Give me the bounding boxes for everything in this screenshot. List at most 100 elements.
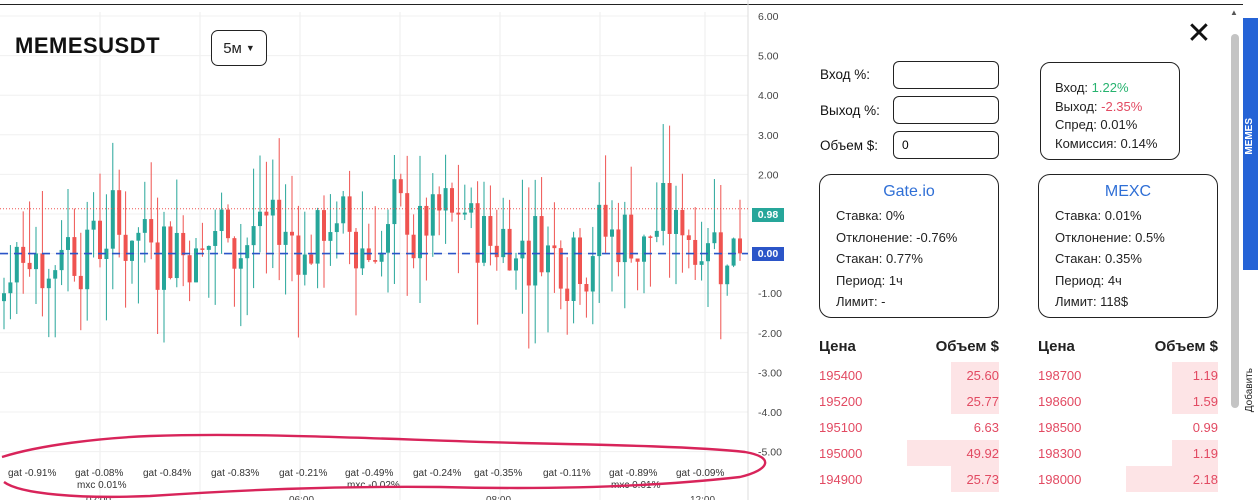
candle-body [277, 199, 282, 245]
candle-body [290, 231, 294, 236]
candle-body [46, 278, 51, 289]
volume-input[interactable] [893, 131, 999, 159]
side-tabs: MEMES Добавить [1243, 0, 1258, 500]
funding-annotation: gat -0.09% [676, 468, 724, 479]
x-tick-label: 12:00 [690, 495, 715, 500]
candle-body [674, 210, 678, 234]
orderbook-row[interactable]: 198300 1.19 [1038, 440, 1218, 466]
candle-body [526, 240, 531, 286]
candle-body [699, 261, 704, 265]
orderbook-mexc: Цена Объем $ 198700 1.19 198600 1.59 198500 0… [1038, 338, 1218, 492]
orderbook-row[interactable]: 195000 49.92 [819, 440, 999, 466]
orderbook-volume: 1.19 [1192, 367, 1218, 383]
candle-body [693, 239, 698, 265]
candle-body [738, 238, 742, 254]
candle-body [149, 219, 154, 243]
candle-body [635, 258, 640, 262]
candle-body [245, 245, 250, 259]
timeframe-label: 5м [223, 39, 242, 57]
candle-body [136, 232, 141, 241]
candle-body [251, 226, 256, 246]
candle-body [469, 203, 474, 213]
orderbook-rows: 198700 1.19 198600 1.59 198500 0.99 198300 1.19… [1038, 362, 1218, 492]
orderbook-row[interactable]: 194900 25.73 [819, 466, 999, 492]
candle-body [610, 229, 614, 237]
candle-body [642, 236, 646, 262]
candle-body [706, 243, 710, 262]
orderbook-row[interactable]: 195400 25.60 [819, 362, 999, 388]
scroll-thumb[interactable] [1231, 34, 1239, 408]
candle-body [546, 245, 550, 273]
funding-annotation: gat -0.84% [143, 468, 191, 479]
candle-body [482, 216, 486, 263]
candle-body [264, 211, 269, 216]
orderbook-row[interactable]: 198700 1.19 [1038, 362, 1218, 388]
entry-input[interactable] [893, 61, 999, 89]
candle-body [379, 252, 384, 262]
orderbook-volume: 0.99 [1192, 419, 1218, 435]
candle-body [424, 205, 429, 236]
candle-body [123, 234, 128, 261]
orderbook-row[interactable]: 198600 1.59 [1038, 388, 1218, 414]
orderbook-row[interactable]: 195200 25.77 [819, 388, 999, 414]
candle-body [565, 288, 570, 301]
scroll-up-icon[interactable]: ▲ [1230, 8, 1238, 17]
candle-body [328, 232, 333, 241]
y-tick-label: 3.00 [758, 130, 779, 142]
candle-body [78, 275, 83, 290]
side-tab-add[interactable]: Добавить [1244, 368, 1255, 413]
candle-body [174, 232, 179, 279]
volume-depth-bar [1172, 362, 1218, 388]
funding-annotation: gat -0.89% [609, 468, 657, 479]
close-icon[interactable]: ✕ [1186, 17, 1212, 50]
entry-label: Вход %: [820, 67, 871, 82]
candle-body [187, 255, 192, 283]
candle-body [142, 219, 147, 233]
candle-body [302, 254, 307, 275]
y-tick-label: -5.00 [758, 447, 782, 459]
scrollbar[interactable]: ▲ [1229, 8, 1241, 500]
orderbook-row[interactable]: 198500 0.99 [1038, 414, 1218, 440]
exchange-name[interactable]: Gate.io [883, 183, 935, 200]
candle-body [462, 212, 467, 215]
orderbook-row[interactable]: 195100 6.63 [819, 414, 999, 440]
candle-body [206, 245, 211, 250]
candle-body [213, 231, 218, 246]
orderbook-price: 198000 [1038, 471, 1082, 487]
y-tick-label: 4.00 [758, 90, 779, 102]
candle-body [130, 240, 134, 261]
top-border [0, 4, 1243, 5]
candle-body [219, 209, 224, 232]
zero-price-tag: 0.00 [752, 246, 784, 261]
exit-input[interactable] [893, 96, 999, 124]
chart-panel[interactable]: 6.005.004.003.002.001.000.00-1.00-2.00-3… [0, 0, 800, 500]
candle-body [539, 216, 544, 273]
funding-annotation-secondary: mxc -0.02% [347, 480, 400, 491]
candlestick-chart[interactable]: 6.005.004.003.002.001.000.00-1.00-2.00-3… [0, 0, 800, 500]
timeframe-select[interactable]: 5м ▼ [211, 30, 267, 66]
candle-body [40, 253, 45, 289]
exit-label: Выход %: [820, 103, 880, 118]
candle-body [725, 265, 730, 285]
exchange-limit: Лимит: 118$ [1055, 294, 1129, 309]
exchange-name[interactable]: MEXC [1104, 183, 1152, 200]
orderbook-row[interactable]: 198000 2.18 [1038, 466, 1218, 492]
side-tab-active[interactable]: MEMES [1243, 18, 1258, 270]
candle-body [405, 193, 410, 235]
candle-body [283, 231, 288, 245]
candle-body [334, 223, 339, 233]
summary-entry-value: 1.22% [1091, 80, 1129, 95]
candle-body [14, 246, 19, 283]
funding-annotation: gat -0.91% [8, 468, 56, 479]
y-tick-label: 2.00 [758, 169, 779, 181]
volume-depth-bar [951, 362, 999, 388]
candle-body [8, 282, 13, 294]
candle-body [494, 245, 499, 258]
candle-body [654, 230, 659, 237]
exchange-card-mexc: MEXC Ставка: 0.01% Отклонение: 0.5% Стак… [1038, 174, 1218, 318]
orderbook-volume: 25.60 [966, 367, 999, 383]
summary-exit: Выход: -2.35% [1055, 98, 1143, 114]
candle-body [360, 248, 365, 269]
candle-body [226, 209, 230, 239]
candle-body [91, 220, 96, 230]
